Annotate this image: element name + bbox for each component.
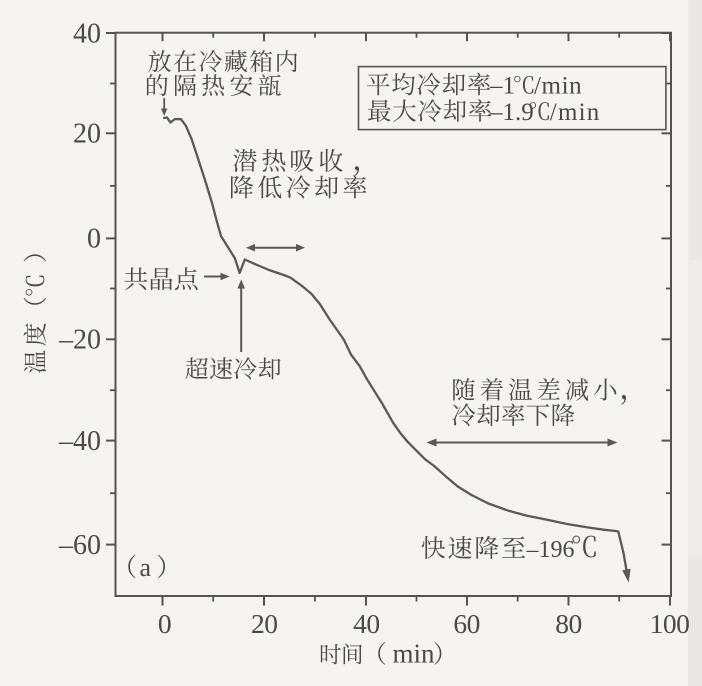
svg-text:20: 20	[73, 119, 101, 150]
svg-text:40: 40	[353, 608, 380, 639]
svg-text:0: 0	[87, 224, 101, 255]
svg-text:–1.9: –1.9	[489, 99, 534, 126]
svg-text:0: 0	[158, 608, 171, 639]
svg-text:–60: –60	[58, 530, 101, 561]
svg-text:20: 20	[251, 608, 278, 639]
svg-text:a: a	[140, 553, 152, 582]
svg-text:–1: –1	[489, 72, 515, 99]
svg-text:100: 100	[650, 608, 690, 639]
svg-text:80: 80	[555, 608, 582, 639]
svg-text:60: 60	[453, 608, 480, 639]
svg-text:min: min	[393, 639, 436, 669]
svg-text:/min: /min	[534, 72, 582, 99]
svg-text:40: 40	[73, 18, 101, 49]
svg-text:/min: /min	[550, 99, 601, 126]
svg-text:–20: –20	[58, 325, 101, 356]
svg-text:–40: –40	[58, 426, 101, 457]
svg-text:–196: –196	[526, 537, 575, 563]
